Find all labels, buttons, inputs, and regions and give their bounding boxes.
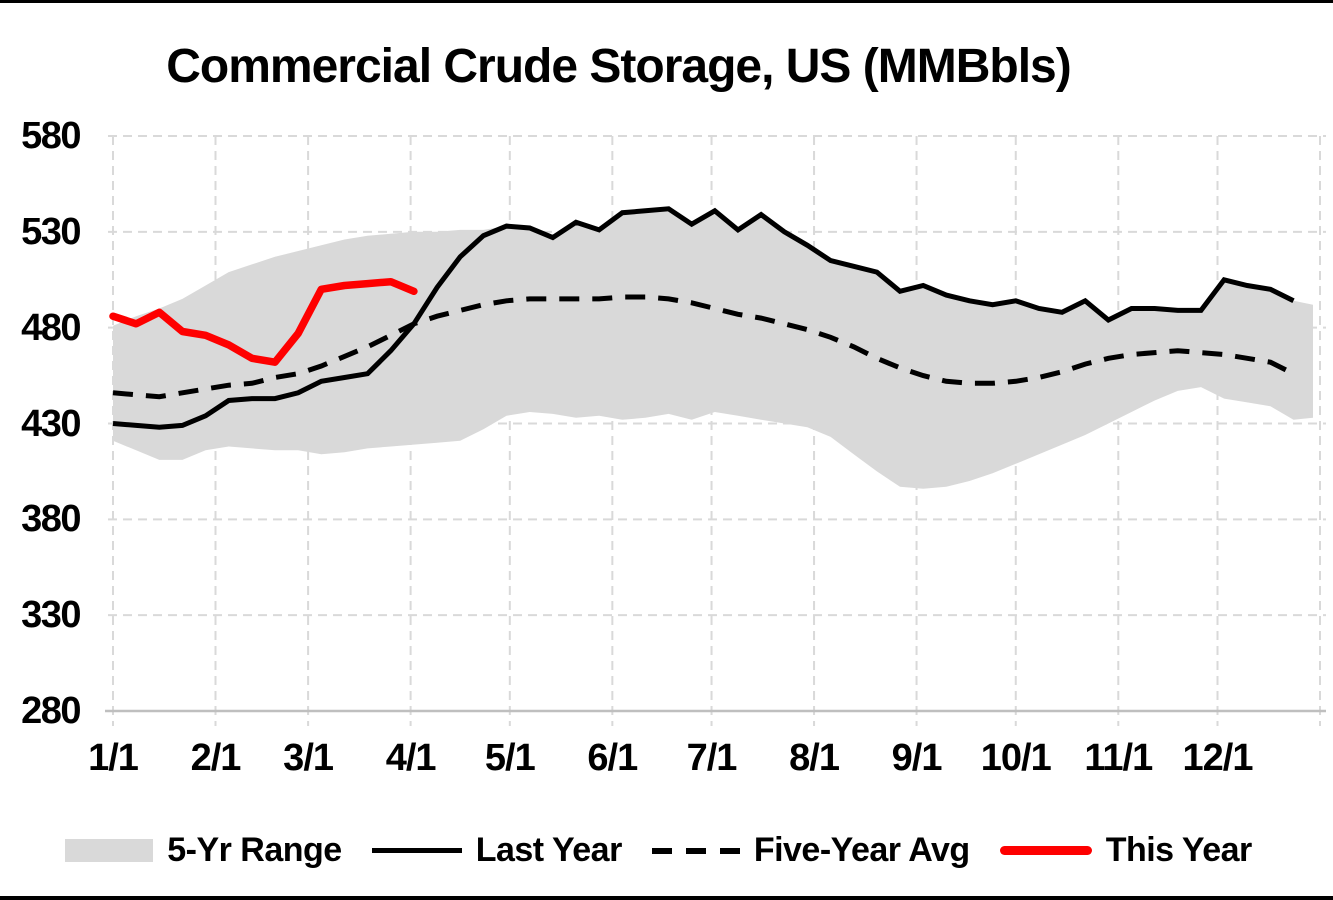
x-tick-label: 11/1 xyxy=(1084,737,1153,779)
this-year-line-icon xyxy=(999,846,1092,855)
y-tick-label: 480 xyxy=(21,306,81,349)
chart-title: Commercial Crude Storage, US (MMBbls) xyxy=(166,40,1071,93)
this-year-line xyxy=(109,277,418,366)
last-year-line xyxy=(112,206,1295,430)
x-tick-label: 2/1 xyxy=(190,737,242,779)
x-tick-label: 7/1 xyxy=(686,737,738,779)
legend: 5-Yr Range Last Year Five-Year Avg This … xyxy=(0,831,1333,870)
y-tick-label: 530 xyxy=(21,210,81,253)
range-swatch-icon xyxy=(65,839,154,862)
x-tick-label: 8/1 xyxy=(789,737,840,779)
five-year-avg-line-icon xyxy=(651,847,740,854)
y-tick-label: 380 xyxy=(21,498,81,541)
five-year-avg-line xyxy=(112,294,1295,400)
x-tick-label: 6/1 xyxy=(587,737,638,779)
x-tick-label: 10/1 xyxy=(980,737,1052,779)
legend-label-this-year: This Year xyxy=(1105,831,1253,869)
y-tick-label: 330 xyxy=(21,594,81,637)
x-tick-label: 5/1 xyxy=(484,737,536,779)
x-tick-label: 9/1 xyxy=(891,737,943,779)
plot-area xyxy=(105,135,1326,726)
x-tick-label: 1/1 xyxy=(88,737,139,779)
y-tick-label: 430 xyxy=(21,402,81,445)
y-tick-label: 280 xyxy=(21,690,81,732)
x-tick-label: 3/1 xyxy=(283,737,334,779)
legend-label-five-year-avg: Five-Year Avg xyxy=(753,831,970,869)
y-tick-label: 580 xyxy=(21,115,81,157)
x-tick-label: 4/1 xyxy=(385,737,437,779)
legend-label-last-year: Last Year xyxy=(475,831,623,869)
range-band xyxy=(113,208,1313,489)
legend-label-range: 5-Yr Range xyxy=(167,831,342,869)
x-tick-label: 12/1 xyxy=(1182,737,1254,779)
last-year-line-icon xyxy=(371,848,462,853)
